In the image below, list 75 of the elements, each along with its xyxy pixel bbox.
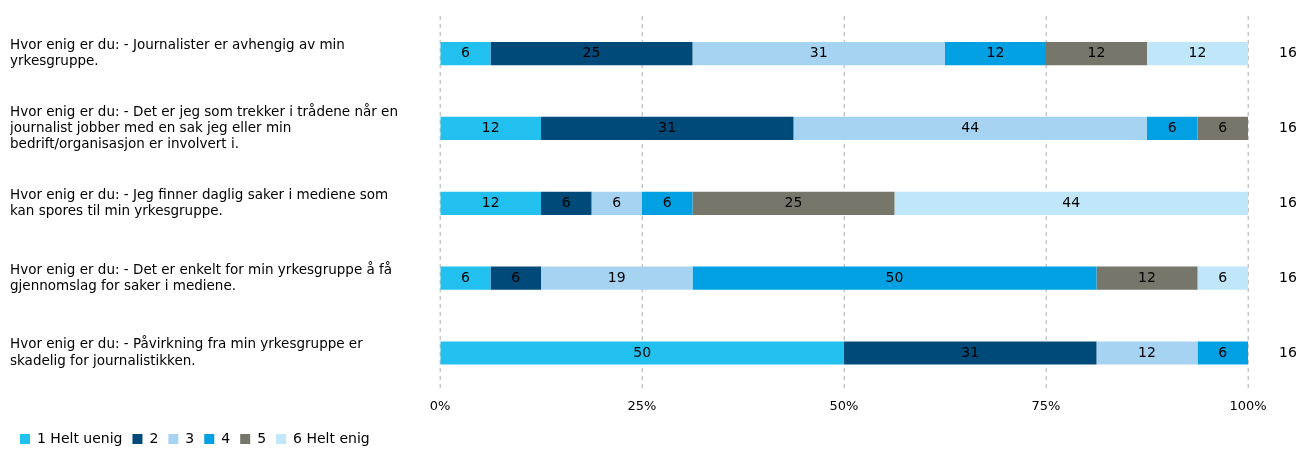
data-label: 12 xyxy=(481,119,500,136)
bar xyxy=(1096,266,1198,290)
bar xyxy=(945,42,1046,66)
data-label: 6 xyxy=(511,268,521,285)
bar xyxy=(541,266,693,290)
bar xyxy=(541,116,794,141)
legend-label: 6 Helt enig xyxy=(293,429,370,446)
x-tick-label: 0% xyxy=(429,397,451,413)
bar xyxy=(692,191,895,215)
data-label: 6 xyxy=(1218,119,1228,136)
bar xyxy=(440,42,491,66)
bar xyxy=(440,266,491,290)
data-label: 12 xyxy=(1138,268,1156,285)
data-label: 44 xyxy=(961,119,980,136)
bar xyxy=(1197,116,1248,141)
data-label: 44 xyxy=(1062,193,1081,210)
x-tick-label: 100% xyxy=(1229,397,1267,413)
data-label: 6 xyxy=(612,193,622,210)
legend-label: 5 xyxy=(257,429,267,446)
data-label: 12 xyxy=(1087,44,1106,61)
bar xyxy=(1197,266,1248,290)
data-label: 6 xyxy=(461,268,471,285)
y-tick-label: Hvor enig er du: - Det er enkelt for min yrkesgruppe å få gjennomslag for saker i mediene. xyxy=(10,260,393,293)
bar xyxy=(1147,42,1248,66)
bar xyxy=(490,266,541,290)
legend-label: 4 xyxy=(221,429,231,446)
text: 16 xyxy=(1279,119,1297,136)
bar xyxy=(1046,42,1147,66)
data-label: 31 xyxy=(809,44,828,61)
bar xyxy=(541,191,592,215)
bar xyxy=(844,341,1097,365)
legend-label: 1 Helt uenig xyxy=(37,429,123,446)
bar xyxy=(894,191,1248,215)
data-label: 6 xyxy=(461,44,471,61)
data-label: 19 xyxy=(607,268,626,285)
data-label: 31 xyxy=(658,119,677,136)
x-tick-label: 75% xyxy=(1031,397,1061,413)
y-tick-label: Hvor enig er du: - Påvirkning fra min yrkesgruppe er skadelig for journalistikken. xyxy=(10,335,364,368)
bar xyxy=(642,191,693,215)
bar xyxy=(440,116,541,141)
data-label: 12 xyxy=(1188,44,1207,61)
x-tick-label: 25% xyxy=(627,397,657,413)
data-label: 6 xyxy=(1218,343,1228,360)
text: 16 xyxy=(1279,44,1297,61)
bar xyxy=(1197,341,1248,365)
legend-label: 2 xyxy=(149,429,159,446)
bar xyxy=(793,116,1147,141)
text: 16 xyxy=(1279,193,1297,210)
data-label: 25 xyxy=(784,193,803,210)
data-label: 12 xyxy=(986,44,1005,61)
data-label: 50 xyxy=(885,268,904,285)
bar xyxy=(1147,116,1198,141)
data-label: 50 xyxy=(633,343,652,360)
bar xyxy=(490,42,693,66)
bar xyxy=(440,191,541,215)
text: 16 xyxy=(1279,343,1297,360)
bar xyxy=(692,266,1097,290)
data-label: 6 xyxy=(561,193,571,210)
x-tick-label: 50% xyxy=(829,397,859,413)
data-label: 31 xyxy=(961,343,980,360)
legend-label: 3 xyxy=(185,429,195,446)
y-tick-label: Hvor enig er du: - Journalister er avhengig av min yrkesgruppe. xyxy=(10,36,345,69)
data-label: 6 xyxy=(1218,268,1228,285)
bar xyxy=(1096,341,1198,365)
y-tick-label: Hvor enig er du: - Jeg finner daglig saker i mediene som kan spores til min yrkesgruppe. xyxy=(10,185,389,218)
data-label: 6 xyxy=(1167,119,1177,136)
data-label: 25 xyxy=(582,44,601,61)
y-tick-label: Hvor enig er du: - Det er jeg som trekker i trådene når en journalist jobber med en sak jeg eller min bedrift/organisasjon er involvert i. xyxy=(9,102,398,152)
bar xyxy=(692,42,945,66)
data-label: 6 xyxy=(662,193,672,210)
text: 16 xyxy=(1279,268,1297,285)
data-label: 12 xyxy=(1138,343,1156,360)
bar xyxy=(440,341,844,365)
bar xyxy=(591,191,642,215)
data-label: 12 xyxy=(481,193,500,210)
